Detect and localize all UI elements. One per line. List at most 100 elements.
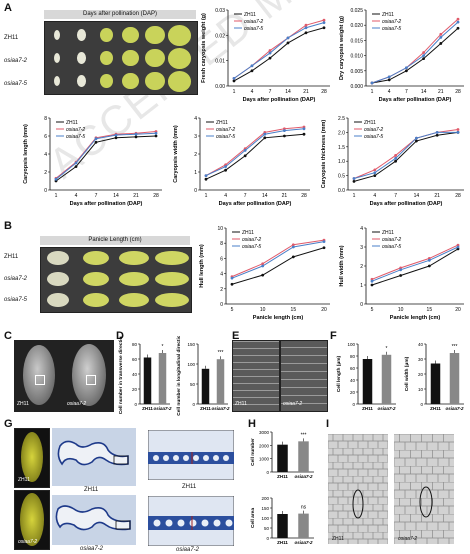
panel-label-a: A bbox=[4, 2, 12, 14]
panel-g-zoom-zh11 bbox=[148, 430, 234, 480]
legend-label: osiaa7-2 bbox=[244, 19, 263, 25]
x-tick-label: 28 bbox=[455, 89, 461, 95]
panel-label-f: F bbox=[330, 330, 337, 342]
chart-cell-length: 0 20 40 60 80 100 ZH11 osiaa7-2 * Cell length (μm… bbox=[336, 342, 396, 411]
panel-b-header: Panicle Length (cm) bbox=[40, 236, 190, 245]
caryopsis-grain bbox=[122, 26, 139, 44]
data-point bbox=[268, 56, 272, 60]
legend-label: osiaa7-5 bbox=[364, 134, 383, 140]
y-tick-label: 40 bbox=[350, 378, 356, 383]
x-tick-label: osiaa7-2 bbox=[294, 474, 313, 479]
data-point bbox=[291, 245, 295, 249]
x-tick-label: osiaa7-2 bbox=[377, 406, 396, 411]
x-tick-label: 10 bbox=[398, 307, 404, 313]
data-point bbox=[232, 79, 236, 83]
hull-grain bbox=[155, 272, 189, 286]
data-point bbox=[250, 64, 254, 68]
y-tick-label: 0 bbox=[266, 470, 269, 475]
data-point bbox=[261, 264, 265, 268]
panel-label-d: D bbox=[116, 330, 124, 342]
data-point bbox=[304, 23, 308, 27]
y-tick-label: 200 bbox=[261, 496, 269, 501]
y-tick-label: 4 bbox=[220, 272, 223, 278]
y-axis-label: Caryopsis length (mm) bbox=[23, 124, 29, 184]
panel-g-right-label-osiaa7-2: osiaa7-2 bbox=[176, 547, 200, 553]
x-tick-label: 28 bbox=[321, 89, 327, 95]
y-tick-label: 2.5 bbox=[338, 116, 345, 122]
y-tick-label: 0.5 bbox=[338, 174, 345, 180]
y-tick-label: 4 bbox=[360, 226, 363, 232]
data-point bbox=[232, 77, 236, 80]
y-tick-label: 0 bbox=[360, 302, 363, 308]
series-line bbox=[55, 132, 157, 180]
bar bbox=[201, 368, 210, 404]
x-tick-label: 1 bbox=[55, 193, 58, 199]
x-tick-label: osiaa7-2 bbox=[445, 406, 464, 411]
panel-i-label-zh11: ZH11 bbox=[332, 536, 344, 542]
bar bbox=[277, 444, 288, 472]
caryopsis-grain bbox=[76, 74, 87, 88]
x-tick-label: osiaa7-2 bbox=[153, 406, 172, 411]
legend-label: osiaa7-2 bbox=[66, 127, 85, 133]
series-line bbox=[371, 244, 459, 280]
series-line bbox=[205, 133, 305, 180]
series-line bbox=[371, 27, 459, 84]
series-line bbox=[371, 21, 459, 84]
data-point bbox=[94, 140, 98, 144]
data-point bbox=[291, 243, 295, 247]
y-tick-label: 80 bbox=[350, 354, 356, 359]
data-point bbox=[439, 32, 443, 36]
data-point bbox=[283, 134, 286, 138]
data-point bbox=[302, 132, 306, 136]
series-line bbox=[205, 126, 305, 177]
panel-g-left-label-zh11: ZH11 bbox=[18, 477, 30, 483]
caryopsis-grain bbox=[145, 71, 165, 91]
x-tick-label: 28 bbox=[455, 193, 461, 199]
panel-label-b: B bbox=[4, 220, 12, 232]
legend-label: osiaa7-5 bbox=[382, 244, 401, 250]
chart-cell-area-h: 0 50 100 150 200 ZH11 osiaa7-2 ns Cell area bbox=[250, 496, 314, 545]
y-tick-label: 8 bbox=[220, 241, 223, 247]
panel-g-hull-osiaa7-2: osiaa7-2 bbox=[14, 490, 50, 550]
series-line bbox=[231, 241, 325, 279]
x-tick-label: 14 bbox=[414, 193, 420, 199]
y-tick-label: 0.01 bbox=[215, 59, 225, 65]
y-tick-label: 1.0 bbox=[338, 159, 345, 165]
x-tick-label: 21 bbox=[438, 89, 444, 95]
panel-label-e: E bbox=[232, 330, 240, 342]
legend-label: osiaa7-2 bbox=[242, 237, 261, 243]
y-axis-label: Cell width (μm) bbox=[404, 356, 410, 391]
caryopsis-grain bbox=[76, 28, 87, 42]
data-point bbox=[94, 137, 98, 141]
legend-label: osiaa7-5 bbox=[382, 26, 401, 32]
y-tick-label: 10 bbox=[418, 387, 424, 392]
data-point bbox=[114, 133, 118, 137]
panel-a-grain-photo bbox=[44, 21, 198, 95]
y-tick-label: 100 bbox=[347, 342, 355, 347]
legend-label: osiaa7-2 bbox=[382, 237, 401, 243]
panel-g-hull-zh11: ZH11 bbox=[14, 428, 50, 488]
data-point bbox=[230, 276, 234, 280]
data-point bbox=[439, 35, 443, 39]
bar bbox=[298, 513, 309, 538]
y-tick-label: 0 bbox=[266, 536, 269, 541]
data-point bbox=[370, 283, 374, 287]
panel-g-mid-label-osiaa7-2: osiaa7-2 bbox=[80, 546, 104, 552]
panel-g-mid-label-zh11: ZH11 bbox=[84, 487, 99, 493]
data-point bbox=[134, 132, 138, 136]
y-tick-label: 40 bbox=[418, 342, 424, 347]
data-point bbox=[154, 134, 158, 138]
data-point bbox=[399, 274, 403, 277]
y-tick-label: 0 bbox=[192, 402, 195, 407]
panel-c-label-zh11: ZH11 bbox=[17, 401, 29, 407]
data-point bbox=[263, 132, 267, 136]
panel-g-right-label-zh11: ZH11 bbox=[182, 484, 197, 490]
y-tick-label: 0.000 bbox=[350, 84, 363, 90]
caryopsis-grain bbox=[76, 51, 87, 65]
x-tick-label: 1 bbox=[205, 193, 208, 199]
y-tick-label: 50 bbox=[190, 382, 196, 387]
y-axis-label: Hull length (mm) bbox=[199, 244, 205, 288]
legend-label: osiaa7-2 bbox=[216, 127, 235, 133]
data-point bbox=[263, 136, 267, 140]
y-tick-label: 4 bbox=[194, 116, 197, 122]
